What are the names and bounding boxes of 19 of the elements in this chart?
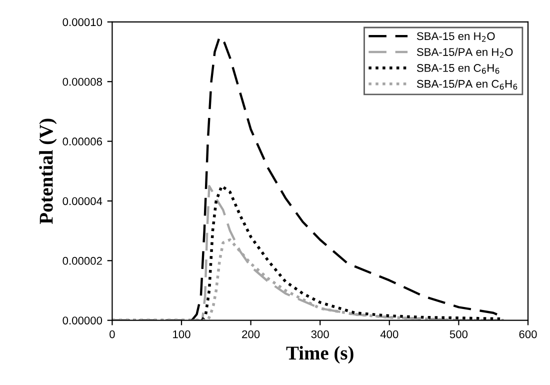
legend-label: SBA-15 en H$_{2}$O	[416, 32, 495, 42]
y-tick-label: 0.00008	[62, 78, 102, 86]
y-axis-title: Potential (V)	[39, 118, 57, 224]
x-tick-label: 200	[242, 330, 260, 338]
x-tick-label: 600	[519, 330, 537, 338]
y-tick-label: 0.00010	[62, 18, 102, 26]
legend-label: SBA-15/PA en H$_{2}$O	[416, 48, 513, 58]
x-tick-label: 300	[311, 330, 329, 338]
legend-label: SBA-15/PA en C$_{6}$H$_{6}$	[416, 80, 518, 90]
x-tick-label: 500	[450, 330, 468, 338]
legend-label: SBA-15 en C$_{6}$H$_{6}$	[416, 64, 500, 74]
y-tick-label: 0.00002	[62, 256, 102, 265]
x-tick-label: 400	[380, 330, 398, 338]
y-tick-label: 0.00004	[62, 197, 102, 206]
y-tick-label: 0.00000	[62, 316, 102, 324]
y-tick-label: 0.00006	[62, 138, 102, 146]
x-tick-label: 0	[110, 330, 115, 338]
x-axis-title: Time (s)	[286, 346, 354, 364]
x-tick-label: 100	[173, 330, 190, 338]
